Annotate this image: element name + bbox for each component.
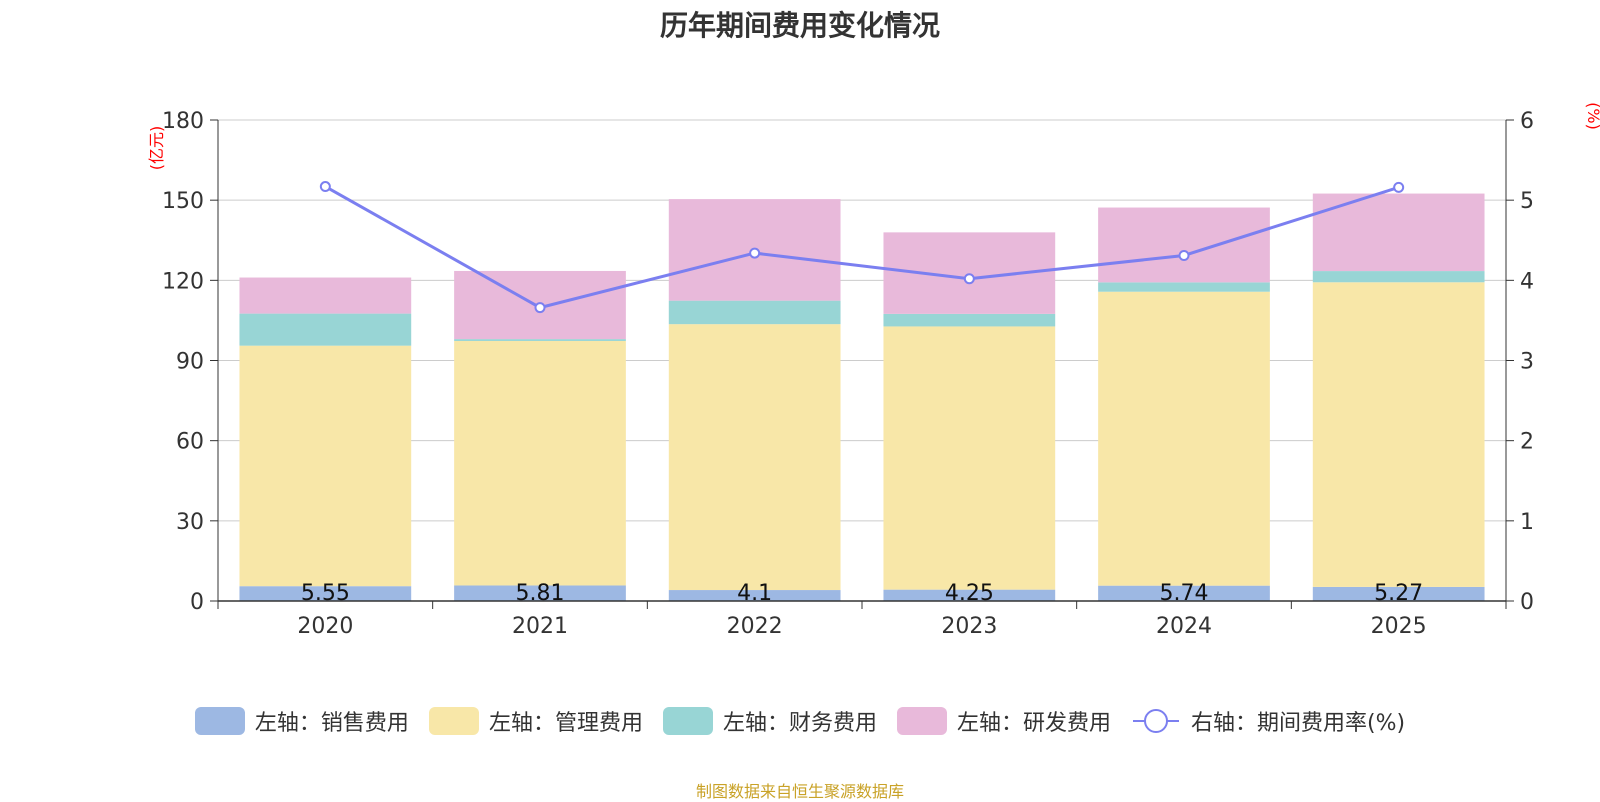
left-axis-tick-label: 120 [162, 269, 204, 294]
legend-item: 左轴：财务费用 [662, 705, 877, 737]
right-axis-tick-label: 2 [1520, 430, 1534, 455]
bar-segment-1 [1312, 586, 1485, 601]
bar-data-label: 4.25 [945, 581, 994, 606]
chart-canvas: 5.55 5.81 4.1 4.25 5.74 5.27 0306090120150180… [147, 102, 1600, 639]
bar-segment-3 [668, 300, 841, 325]
left-axis-tick-label: 180 [162, 109, 204, 134]
x-axis-tick-label: 2021 [512, 614, 568, 639]
right-axis-tick-label: 4 [1520, 269, 1534, 294]
rate-line [324, 185, 1400, 310]
legend-label: 左轴：研发费用 [956, 711, 1111, 736]
bar-data-labels: 5.55 5.81 4.1 4.25 5.74 5.27 [301, 581, 1423, 606]
bar-segment-1 [668, 590, 841, 601]
rate-line-point [319, 181, 331, 193]
legend-label: 左轴：管理费用 [488, 711, 643, 736]
chart-title: 历年期间费用变化情况 [659, 9, 940, 42]
legend-item: 右轴：期间费用率(%) [1131, 705, 1405, 737]
bar-segment-4 [1098, 207, 1270, 283]
left-axis-unit-label: (亿元) [147, 126, 166, 171]
legend-label: 左轴：财务费用 [722, 711, 877, 736]
bar-data-label: 5.55 [301, 581, 350, 606]
right-axis-tick-label: 5 [1520, 189, 1534, 214]
bar-segment-3 [1098, 282, 1270, 292]
bar-segment-3 [1312, 271, 1485, 283]
left-axis-tick-label: 30 [176, 510, 204, 535]
bar-data-label: 5.74 [1160, 581, 1209, 606]
legend-item: 左轴：研发费用 [896, 705, 1111, 737]
bar-segment-1 [454, 585, 626, 601]
x-axis-tick-label: 2020 [297, 614, 353, 639]
x-axis-tick-label: 2023 [941, 614, 997, 639]
rate-line-point [963, 273, 975, 285]
rate-line-point [534, 302, 546, 314]
rate-line-series [319, 181, 1405, 314]
bar-segment-1 [239, 586, 412, 601]
bar-segment-2 [1098, 291, 1270, 586]
legend-swatch [662, 707, 713, 735]
x-axis-tick-label: 2022 [727, 614, 783, 639]
bar-segment-2 [1312, 282, 1485, 587]
bar-segment-3 [883, 313, 1056, 327]
bar-segment-4 [239, 277, 412, 314]
data-source-footnote: 制图数据来自恒生聚源数据库 [695, 782, 904, 801]
bar-segment-2 [883, 326, 1056, 590]
rate-line-point [1178, 249, 1190, 261]
bar-segment-3 [239, 313, 412, 346]
right-axis-tick-label: 3 [1520, 350, 1534, 375]
bar-data-label: 5.81 [516, 581, 565, 606]
legend-item: 左轴：销售费用 [194, 705, 409, 737]
left-axis-tick-label: 0 [190, 590, 204, 615]
bar-segment-2 [239, 345, 412, 587]
right-axis-unit-label: (%) [1584, 102, 1600, 130]
left-axis-tick-label: 90 [176, 350, 204, 375]
gridlines [218, 119, 1506, 522]
left-axis-tick-label: 150 [162, 189, 204, 214]
left-axis-tick-label: 60 [176, 430, 204, 455]
bar-data-label: 4.1 [737, 581, 772, 606]
legend-item: 左轴：管理费用 [428, 705, 643, 737]
right-axis-tick-label: 1 [1520, 510, 1534, 535]
rate-line-point [749, 247, 761, 259]
bar-series [239, 193, 1485, 601]
bar-segment-3 [454, 339, 626, 341]
legend-swatch [428, 707, 479, 735]
right-axis-tick-label: 0 [1520, 590, 1534, 615]
x-axis-tick-label: 2025 [1371, 614, 1427, 639]
bar-segment-2 [454, 340, 626, 586]
legend-swatch [194, 707, 245, 735]
legend-label: 左轴：销售费用 [254, 711, 409, 736]
x-axis-tick-label: 2024 [1156, 614, 1212, 639]
legend-swatch [896, 707, 947, 735]
legend-label: 右轴：期间费用率(%) [1190, 711, 1406, 736]
bar-segment-1 [1098, 585, 1270, 601]
bar-data-label: 5.27 [1374, 581, 1423, 606]
legend-line-icon [1132, 709, 1179, 733]
rate-line-point [1393, 181, 1405, 193]
bar-segment-1 [883, 589, 1056, 601]
bar-segment-2 [668, 324, 841, 591]
right-axis-tick-label: 6 [1520, 109, 1534, 134]
axes: 0 30 60 90 120 150 180 0 1 2 3 4 5 6 (亿元) (%) 2020 2021 20… [147, 102, 1600, 639]
legend: 左轴：销售费用 左轴：管理费用 左轴：财务费用 左轴：研发费用 右轴：期间费用率(%) [0, 705, 1600, 737]
